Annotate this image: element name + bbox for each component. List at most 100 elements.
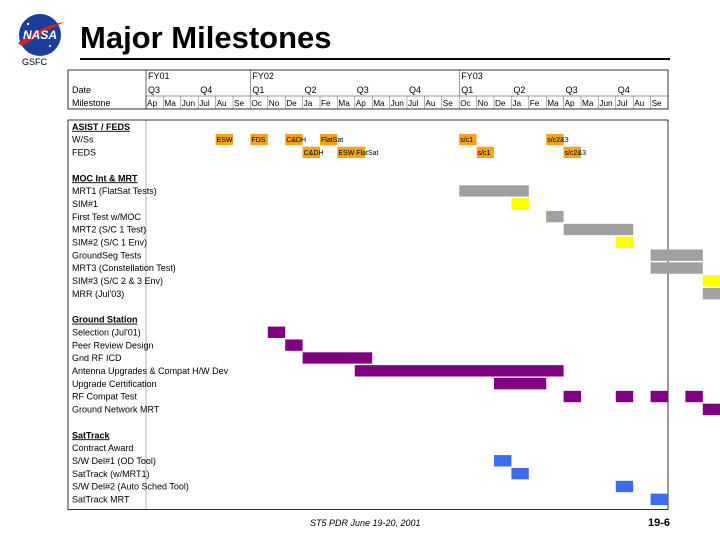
quarter-label: Q1 bbox=[252, 85, 264, 95]
month-label: Ja bbox=[304, 99, 313, 108]
month-label: Ma bbox=[164, 99, 176, 108]
milestone-label: First Test w/MOC bbox=[72, 212, 141, 222]
bar-label: FlatSat bbox=[321, 137, 343, 144]
quarter-label: Q3 bbox=[566, 85, 578, 95]
month-label: Jul bbox=[617, 99, 628, 108]
section-heading: SatTrack bbox=[72, 430, 111, 440]
gantt-bar bbox=[459, 185, 529, 197]
gantt-bar bbox=[615, 480, 634, 493]
milestone-label: Ground Network MRT bbox=[72, 405, 160, 415]
month-label: Au bbox=[217, 99, 227, 108]
month-label: Ma bbox=[338, 99, 350, 108]
month-label: Au bbox=[634, 99, 644, 108]
section-heading: ASIST / FEDS bbox=[72, 122, 130, 132]
gantt-bar bbox=[511, 467, 529, 480]
gantt-bar bbox=[215, 133, 233, 146]
milestone-label: Peer Review Design bbox=[72, 340, 154, 350]
milestone-label: S/W Del#2 (Auto Sched Tool) bbox=[72, 482, 189, 492]
month-label: Ap bbox=[147, 99, 157, 108]
month-label: Jun bbox=[391, 99, 405, 108]
month-label: Jul bbox=[408, 99, 419, 108]
corner-label-date: Date bbox=[72, 85, 91, 95]
month-label: Ma bbox=[547, 99, 559, 108]
gantt-bar bbox=[320, 133, 338, 146]
page-number: 19-6 bbox=[648, 517, 671, 529]
milestone-label: MRT2 (S/C 1 Test) bbox=[72, 225, 146, 235]
month-label: Ap bbox=[565, 99, 575, 108]
bar-label: FDS bbox=[251, 137, 265, 144]
fiscal-year-label: FY01 bbox=[148, 71, 170, 81]
month-label: Jul bbox=[199, 99, 210, 108]
month-label: De bbox=[495, 99, 506, 108]
bar-label: s/c2&3 bbox=[565, 150, 587, 157]
quarter-label: Q4 bbox=[409, 85, 421, 95]
gantt-bar bbox=[650, 390, 668, 403]
month-label: Se bbox=[234, 99, 244, 108]
bar-label: s/c1 bbox=[460, 137, 473, 144]
month-label: Se bbox=[652, 99, 662, 108]
milestone-label: Selection (Jul'01) bbox=[72, 327, 141, 337]
milestone-label: Contract Award bbox=[72, 443, 133, 453]
quarter-label: Q4 bbox=[618, 85, 630, 95]
milestone-label: MRT1 (FlatSat Tests) bbox=[72, 186, 157, 196]
fiscal-year-label: FY02 bbox=[252, 71, 274, 81]
milestone-label: Upgrade Certification bbox=[72, 379, 157, 389]
section-heading: MOC Int & MRT bbox=[72, 173, 138, 183]
gantt-bar bbox=[546, 133, 564, 146]
quarter-label: Q2 bbox=[513, 85, 525, 95]
header-frame bbox=[67, 69, 669, 110]
month-label: Jun bbox=[599, 99, 613, 108]
milestone-label: W/Ss bbox=[72, 135, 94, 145]
gantt-bar bbox=[494, 455, 512, 467]
bar-label: ESW FlatSat bbox=[338, 150, 378, 157]
quarter-label: Q3 bbox=[148, 85, 160, 95]
milestone-label: Antenna Upgrades & Compat H/W Dev bbox=[72, 366, 229, 376]
gantt-bar bbox=[563, 223, 634, 236]
gantt-bar bbox=[337, 146, 366, 159]
milestone-label: MRR (Jul'03) bbox=[72, 289, 124, 299]
gantt-bar bbox=[511, 198, 529, 210]
gantt-bar bbox=[685, 390, 703, 403]
gantt-bar bbox=[650, 262, 703, 274]
gantt-bar bbox=[702, 288, 720, 300]
bar-label: C&DH bbox=[286, 137, 306, 144]
month-label: No bbox=[269, 99, 280, 108]
gantt-bar bbox=[615, 236, 634, 248]
gantt-bar bbox=[702, 403, 720, 416]
gantt-bar bbox=[302, 352, 373, 364]
body-frame bbox=[67, 119, 669, 510]
month-label: Oc bbox=[460, 99, 470, 108]
month-label: No bbox=[478, 99, 489, 108]
milestone-label: Gnd RF ICD bbox=[72, 353, 122, 363]
month-label: De bbox=[286, 99, 297, 108]
footer-text: ST5 PDR June 19-20, 2001 bbox=[310, 518, 421, 528]
milestone-label: SatTrack (w/MRT1) bbox=[72, 469, 150, 479]
milestone-label: SIM#1 bbox=[72, 199, 98, 209]
quarter-label: Q1 bbox=[461, 85, 473, 95]
page-title: Major Milestones bbox=[80, 20, 332, 55]
month-label: Ma bbox=[373, 99, 385, 108]
quarter-label: Q4 bbox=[200, 85, 212, 95]
gantt-bar bbox=[354, 365, 564, 377]
nasa-logo-star bbox=[49, 45, 51, 47]
nasa-logo-wordmark: NASA bbox=[23, 28, 57, 42]
milestone-label: SatTrack MRT bbox=[72, 495, 130, 505]
month-label: Oc bbox=[251, 99, 261, 108]
gantt-bar bbox=[494, 378, 547, 390]
gantt-bar bbox=[250, 133, 268, 146]
fiscal-year-label: FY03 bbox=[461, 71, 483, 81]
gantt-bar bbox=[285, 133, 303, 146]
gantt-bar bbox=[563, 146, 581, 159]
bar-label: s/c1 bbox=[478, 150, 491, 157]
milestone-label: SIM#2 (S/C 1 Env) bbox=[72, 238, 147, 248]
nasa-logo-star bbox=[26, 22, 30, 26]
month-label: Au bbox=[425, 99, 435, 108]
gantt-bar bbox=[302, 146, 320, 159]
gantt-bar bbox=[285, 339, 303, 351]
gantt-bar bbox=[563, 390, 581, 403]
month-label: Ja bbox=[512, 99, 521, 108]
bar-label: ESW bbox=[217, 137, 233, 144]
gantt-bar bbox=[650, 493, 668, 505]
gantt-bar bbox=[267, 326, 286, 338]
